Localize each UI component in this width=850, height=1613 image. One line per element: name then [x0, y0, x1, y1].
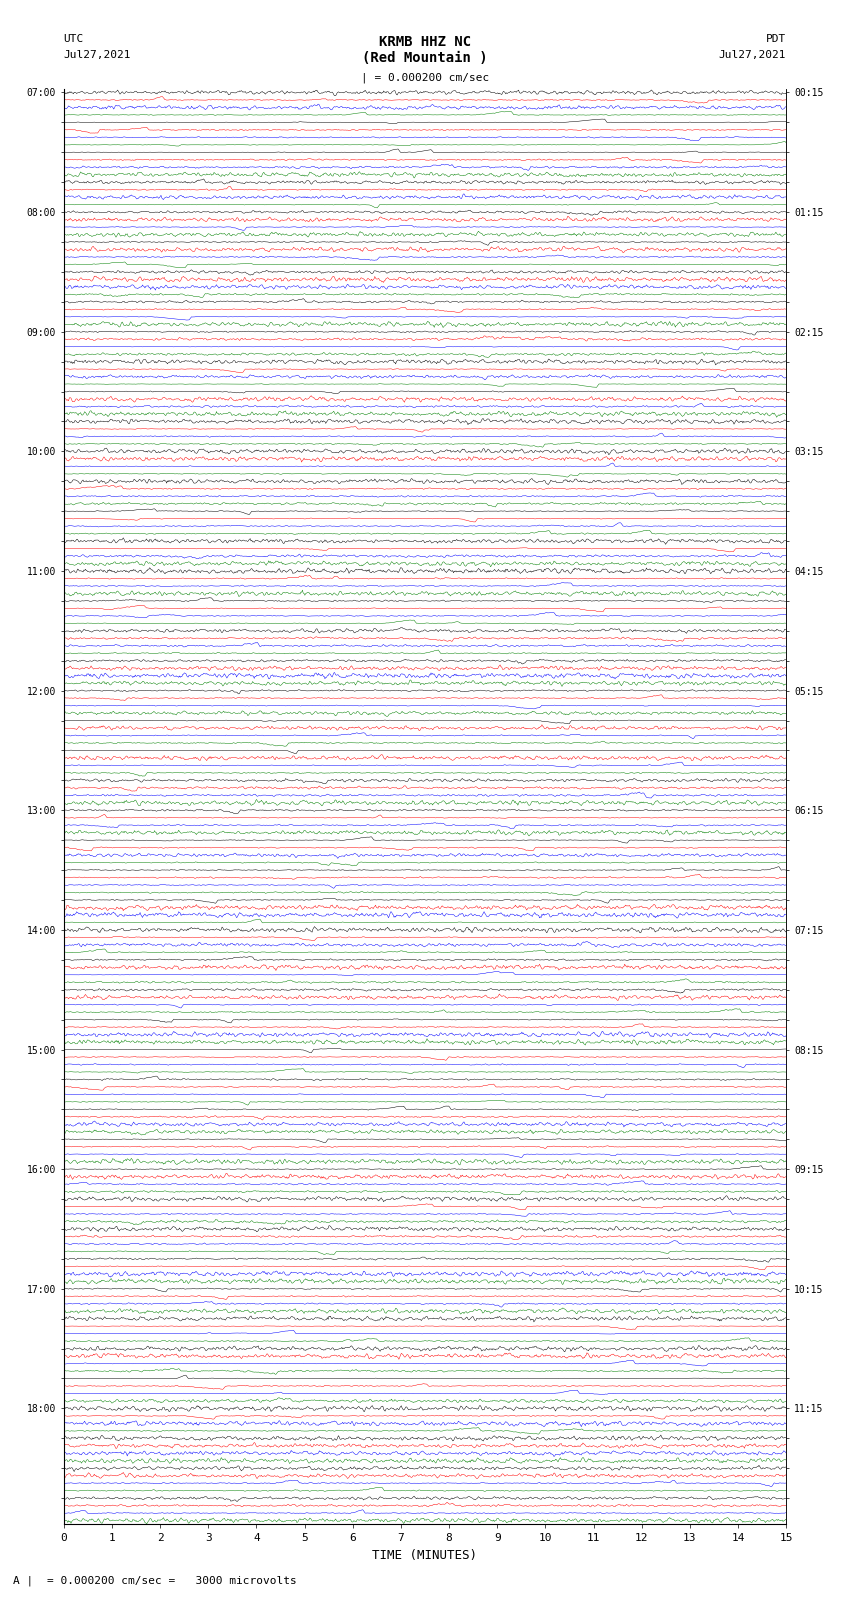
Text: = 0.000200 cm/sec =   3000 microvolts: = 0.000200 cm/sec = 3000 microvolts — [47, 1576, 297, 1586]
Text: | = 0.000200 cm/sec: | = 0.000200 cm/sec — [361, 73, 489, 82]
Text: PDT: PDT — [766, 34, 786, 44]
Text: KRMB HHZ NC: KRMB HHZ NC — [379, 35, 471, 48]
Text: (Red Mountain ): (Red Mountain ) — [362, 52, 488, 65]
Text: Jul27,2021: Jul27,2021 — [719, 50, 786, 60]
Text: UTC: UTC — [64, 34, 84, 44]
Text: A |: A | — [13, 1576, 33, 1586]
X-axis label: TIME (MINUTES): TIME (MINUTES) — [372, 1548, 478, 1561]
Text: Jul27,2021: Jul27,2021 — [64, 50, 131, 60]
